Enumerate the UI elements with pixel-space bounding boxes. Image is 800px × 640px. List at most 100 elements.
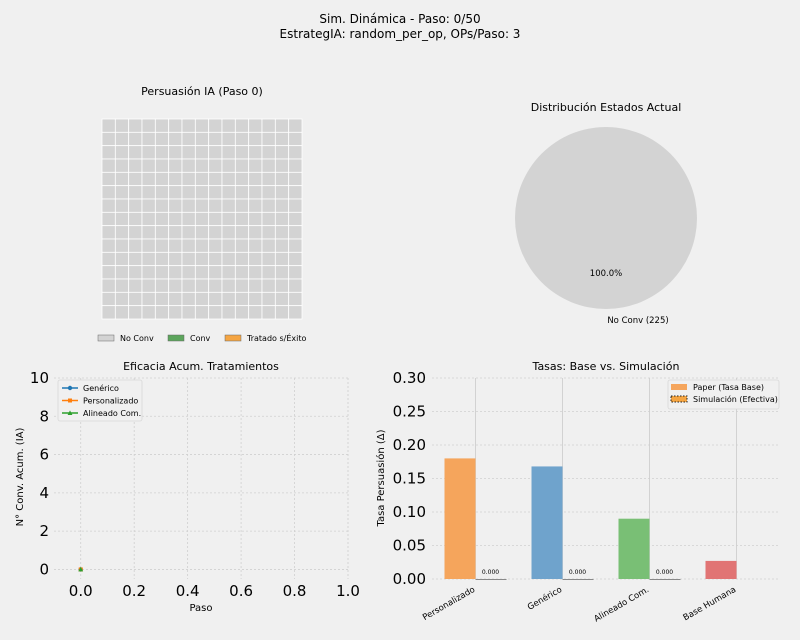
- line-legend-label: Genérico: [83, 383, 119, 393]
- grid-cell: [248, 198, 263, 213]
- bar-y-tick-label: 0.00: [393, 570, 426, 588]
- grid-cell: [274, 185, 290, 200]
- grid-cell: [101, 131, 116, 147]
- grid-cell: [154, 238, 170, 253]
- grid-cell: [114, 265, 130, 280]
- grid-cell: [288, 238, 303, 253]
- grid-cell: [274, 265, 290, 280]
- bar-simulation: [649, 579, 681, 580]
- grid-cell: [141, 198, 156, 213]
- grid-cell: [234, 305, 250, 320]
- grid-cell: [234, 185, 250, 200]
- grid-cell: [181, 145, 196, 160]
- grid-cell: [248, 251, 263, 267]
- grid-cell: [274, 305, 290, 320]
- line-x-tick-label: 0.6: [229, 582, 253, 600]
- grid-cell: [141, 305, 156, 320]
- grid-cell: [128, 305, 143, 320]
- grid-cell: [168, 198, 183, 213]
- grid-cell: [261, 305, 276, 320]
- pie-slice: [515, 127, 697, 309]
- pie-panel: Distribución Estados Actual 100.0% No Con…: [515, 101, 697, 326]
- grid-cell: [128, 225, 143, 240]
- grid-cell: [128, 131, 143, 147]
- grid-cell: [288, 225, 303, 240]
- bar-base: [531, 466, 563, 579]
- grid-cell: [261, 158, 276, 173]
- line-x-tick-label: 0.8: [283, 582, 307, 600]
- grid-cell: [141, 171, 156, 187]
- grid-cell: [114, 118, 130, 133]
- grid-cell: [261, 211, 276, 227]
- grid-cell: [274, 211, 290, 227]
- pie-title: Distribución Estados Actual: [531, 101, 682, 114]
- grid-cell: [234, 211, 250, 227]
- grid-cell: [288, 131, 303, 147]
- figure-title-line2: EstrategIA: random_per_op, OPs/Paso: 3: [280, 27, 521, 41]
- grid-cell: [181, 265, 196, 280]
- bar-panel: Tasas: Base vs. Simulación 0.00 0.05 0.10 0…: [375, 360, 780, 624]
- pie-pct-label: 100.0%: [590, 269, 622, 279]
- grid-cell: [274, 278, 290, 293]
- grid-cell: [194, 211, 210, 227]
- grid-cell: [208, 211, 223, 227]
- line-y-tick-label: 6: [39, 446, 49, 464]
- line-y-tick-label: 8: [39, 407, 49, 425]
- grid-cell: [101, 198, 116, 213]
- grid-cell: [288, 198, 303, 213]
- grid-title: Persuasión IA (Paso 0): [141, 85, 263, 98]
- bar-x-tick-label: Personalizado: [421, 585, 477, 623]
- grid-cell: [194, 145, 210, 160]
- grid-cell: [208, 171, 223, 187]
- grid-cell: [194, 251, 210, 267]
- grid-cell: [208, 291, 223, 307]
- grid-cell: [208, 225, 223, 240]
- grid-cell: [114, 171, 130, 187]
- grid-cell: [154, 118, 170, 133]
- grid-cell: [141, 278, 156, 293]
- grid-cell: [288, 145, 303, 160]
- grid-cell: [261, 145, 276, 160]
- grid-cell: [288, 251, 303, 267]
- line-x-tick-label: 0.0: [69, 582, 93, 600]
- bar-marks: 0.000 0.000 0.000: [444, 458, 737, 580]
- grid-legend-label: Tratado s/Éxito: [246, 332, 306, 343]
- grid-cell: [194, 278, 210, 293]
- grid-cell: [181, 158, 196, 173]
- grid-cell: [168, 118, 183, 133]
- bar-simulation: [562, 579, 594, 580]
- line-y-tick-label: 0: [39, 560, 49, 578]
- grid-cell: [234, 158, 250, 173]
- grid-cell: [168, 158, 183, 173]
- grid-cell: [101, 265, 116, 280]
- grid-cell: [194, 131, 210, 147]
- grid-cell: [248, 171, 263, 187]
- grid-cell: [261, 238, 276, 253]
- grid-cell: [234, 198, 250, 213]
- bar-legend-label: Simulación (Efectiva): [693, 394, 778, 404]
- grid-cell: [181, 291, 196, 307]
- grid-cell: [181, 305, 196, 320]
- grid-cell: [261, 291, 276, 307]
- line-panel: Eficacia Acum. Tratamientos 0.0 0.2 0.4 0.6…: [15, 360, 360, 614]
- grid-cell: [141, 158, 156, 173]
- grid-cell: [154, 185, 170, 200]
- grid-cell: [128, 278, 143, 293]
- grid-cell: [181, 131, 196, 147]
- grid-cell: [168, 185, 183, 200]
- grid-cell: [101, 211, 116, 227]
- grid-cell: [154, 278, 170, 293]
- grid-cell: [154, 251, 170, 267]
- grid-cell: [194, 118, 210, 133]
- grid-cell: [221, 198, 236, 213]
- grid-cell: [168, 145, 183, 160]
- grid-cell: [261, 131, 276, 147]
- grid-cell: [248, 158, 263, 173]
- grid-cell: [101, 238, 116, 253]
- bar-legend-label: Paper (Tasa Base): [693, 383, 764, 392]
- grid-cell: [128, 145, 143, 160]
- grid-cell: [168, 265, 183, 280]
- line-legend-marker: [67, 410, 73, 415]
- grid-cell: [234, 251, 250, 267]
- grid-cell: [221, 238, 236, 253]
